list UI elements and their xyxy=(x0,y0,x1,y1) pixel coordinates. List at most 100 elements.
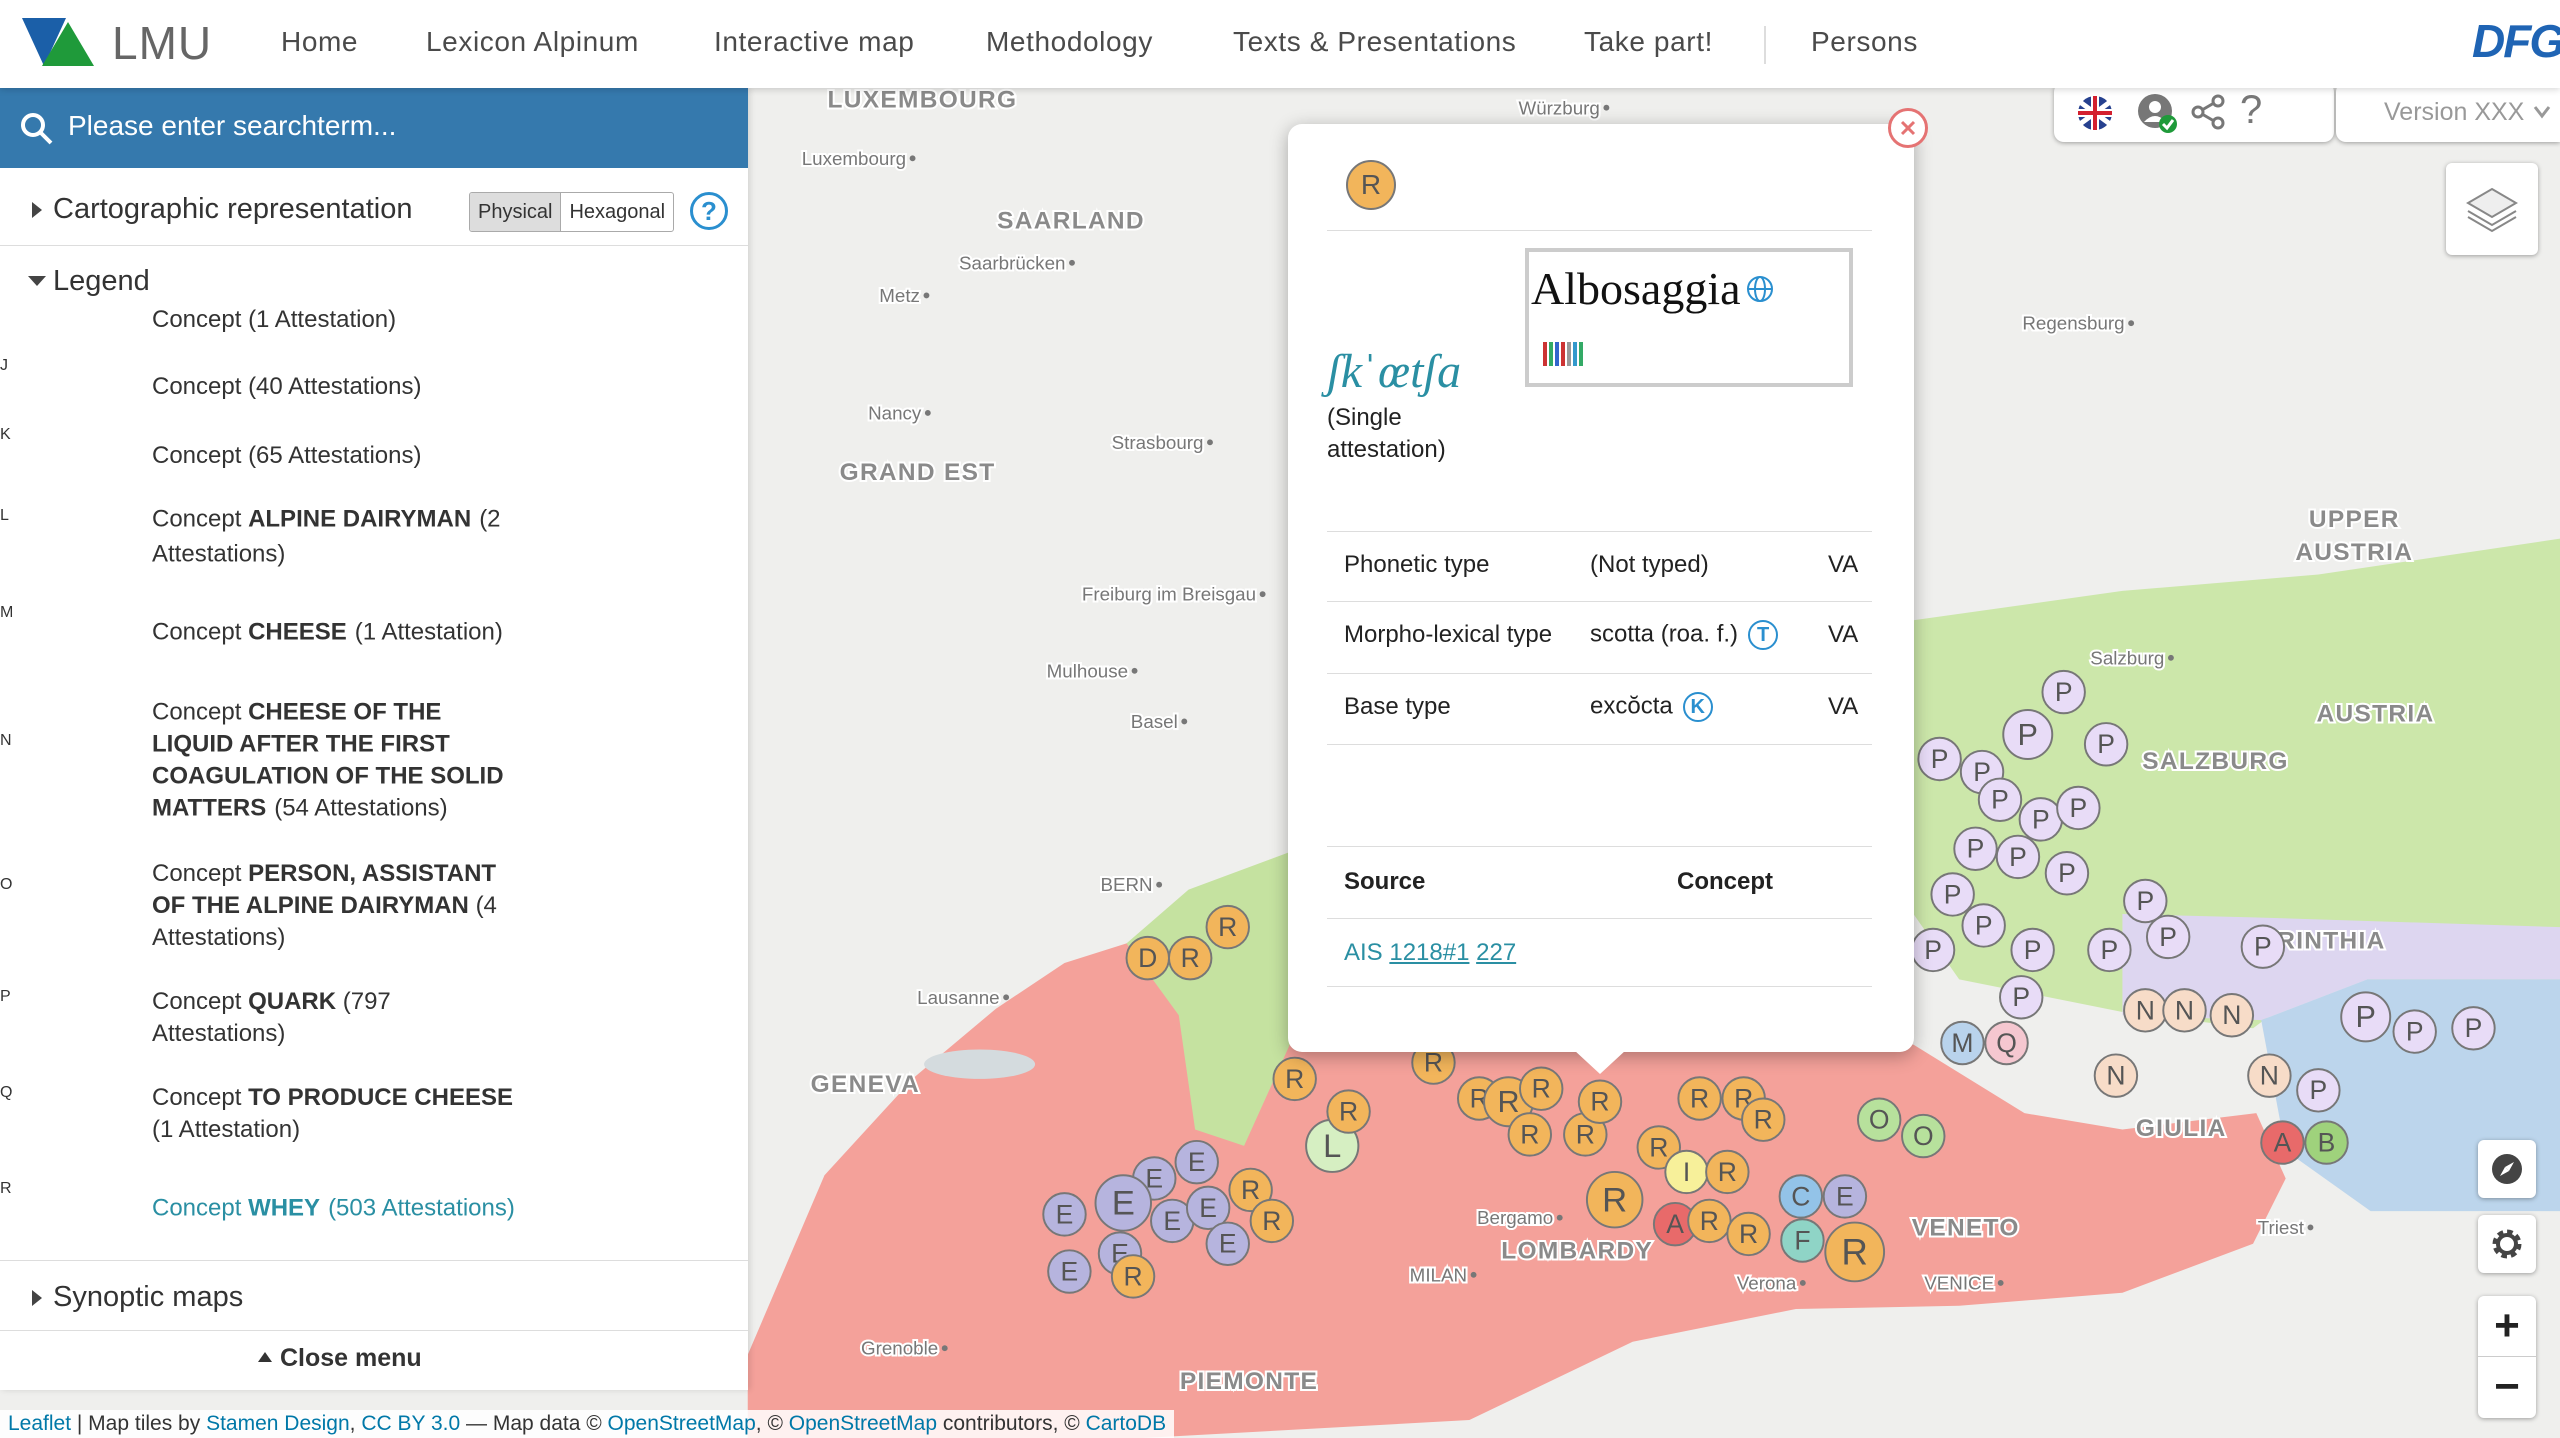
map-marker[interactable]: N xyxy=(2093,1053,2139,1098)
attribution-link[interactable]: Leaflet xyxy=(8,1412,72,1435)
map-marker[interactable]: P xyxy=(1999,975,2044,1020)
map-marker[interactable]: E xyxy=(1822,1174,1868,1219)
map-marker[interactable]: R xyxy=(1705,1149,1750,1195)
map-marker[interactable]: R xyxy=(1272,1056,1317,1102)
zoom-out[interactable]: − xyxy=(2494,1362,2520,1411)
map-marker[interactable]: E xyxy=(1047,1249,1092,1294)
nav-item[interactable]: Home xyxy=(281,26,359,57)
map-marker[interactable]: E xyxy=(1205,1221,1250,1266)
map-marker[interactable]: P xyxy=(1930,872,1975,917)
help-icon[interactable]: ? xyxy=(2240,88,2263,132)
map-marker[interactable]: N xyxy=(2247,1053,2292,1098)
nav-item[interactable]: Lexicon Alpinum xyxy=(426,26,639,57)
map-marker[interactable]: N xyxy=(2162,988,2207,1033)
attribution-link[interactable]: CC BY 3.0 xyxy=(361,1412,461,1435)
map-marker[interactable]: P xyxy=(2296,1068,2341,1113)
map-marker[interactable]: R xyxy=(1741,1097,1786,1142)
type-badge[interactable]: T xyxy=(1748,620,1779,650)
source-link[interactable]: 1218#1 xyxy=(1389,939,1470,966)
map-marker[interactable]: P xyxy=(2340,991,2392,1043)
source-link[interactable]: 227 xyxy=(1476,939,1517,966)
section-title[interactable]: Legend xyxy=(53,265,150,297)
search-bar[interactable]: Please enter searchterm... xyxy=(0,88,748,168)
map-marker[interactable]: P xyxy=(2083,722,2129,767)
map-marker[interactable]: P xyxy=(2145,914,2191,960)
map-marker[interactable]: P xyxy=(1977,777,2023,822)
map-marker[interactable]: F xyxy=(1780,1218,1825,1263)
map-marker[interactable]: R xyxy=(1519,1066,1564,1111)
attribution-link[interactable]: OpenStreetMap xyxy=(607,1412,756,1435)
map-marker[interactable]: P xyxy=(1917,736,1962,782)
map-marker[interactable]: E xyxy=(1174,1139,1219,1185)
map-marker[interactable]: E xyxy=(1150,1198,1195,1244)
map-marker[interactable]: R xyxy=(1110,1254,1156,1299)
map-marker[interactable]: P xyxy=(1953,826,1998,871)
map-marker[interactable]: P xyxy=(2002,709,2054,760)
nav-item[interactable]: Interactive map xyxy=(714,26,915,57)
zoom-in[interactable]: + xyxy=(2478,1296,2536,1357)
map-marker[interactable]: R xyxy=(1507,1112,1552,1157)
mode-button[interactable]: Physical xyxy=(470,193,562,231)
type-badge[interactable]: K xyxy=(1682,692,1713,722)
map-marker[interactable]: D xyxy=(1125,935,1170,981)
version-box[interactable]: Version XXX xyxy=(2336,82,2560,142)
attribution-link[interactable]: CartoDB xyxy=(1085,1412,1167,1435)
map-marker[interactable]: A xyxy=(2260,1120,2305,1165)
dfg-logo[interactable]: DFG xyxy=(2472,15,2560,67)
map-marker[interactable]: R xyxy=(1205,904,1250,950)
logo-text[interactable]: LMU xyxy=(112,17,213,69)
map-marker[interactable]: A xyxy=(1652,1201,1698,1247)
section-title[interactable]: Cartographic representation xyxy=(53,193,413,225)
section-title[interactable]: Synoptic maps xyxy=(53,1281,244,1313)
map-marker[interactable]: P xyxy=(1910,927,1956,973)
map-marker[interactable]: P xyxy=(1961,903,2006,948)
map-marker[interactable]: P xyxy=(2123,878,2168,924)
map-marker[interactable]: R xyxy=(1677,1076,1722,1121)
map-marker[interactable]: M xyxy=(1940,1020,1985,1066)
map-marker[interactable]: E xyxy=(1185,1185,1231,1231)
map-marker[interactable]: B xyxy=(2304,1120,2349,1165)
map-marker[interactable]: O xyxy=(1901,1113,1946,1159)
map-marker[interactable]: P xyxy=(1995,834,2041,880)
map-marker[interactable]: P xyxy=(2240,924,2286,969)
map-marker[interactable]: P xyxy=(2087,927,2132,973)
globe-icon[interactable] xyxy=(1745,274,1775,304)
map-marker[interactable]: R xyxy=(1585,1170,1644,1229)
map-marker[interactable]: O xyxy=(1856,1097,1902,1142)
help-button[interactable]: ? xyxy=(690,192,728,230)
nav-item[interactable]: Texts & Presentations xyxy=(1233,26,1517,57)
nav-item[interactable]: Persons xyxy=(1811,26,1918,57)
map-marker[interactable]: N xyxy=(2209,993,2255,1038)
map-marker[interactable]: P xyxy=(2451,1006,2496,1051)
share-icon[interactable] xyxy=(2190,94,2226,130)
map-marker[interactable]: R xyxy=(1168,935,1213,981)
nav-item[interactable]: Take part! xyxy=(1584,26,1713,57)
map-marker[interactable]: P xyxy=(2010,927,2055,973)
map-marker[interactable]: R xyxy=(1687,1198,1732,1244)
map-marker[interactable]: C xyxy=(1778,1174,1824,1219)
map-marker[interactable]: R xyxy=(1326,1089,1371,1134)
map-marker[interactable]: N xyxy=(2123,988,2168,1033)
map-marker[interactable]: P xyxy=(2018,797,2064,842)
user-icon[interactable] xyxy=(2136,92,2180,136)
map-marker[interactable]: R xyxy=(1577,1079,1623,1124)
map-marker[interactable]: P xyxy=(2041,669,2086,715)
map-marker[interactable]: P xyxy=(2044,851,2090,896)
attribution-link[interactable]: Stamen Design xyxy=(206,1412,350,1435)
locate-button[interactable] xyxy=(2478,1140,2536,1198)
map-marker[interactable]: R xyxy=(1563,1112,1608,1157)
language-flag[interactable] xyxy=(2076,94,2114,132)
map-marker[interactable]: I xyxy=(1664,1149,1709,1195)
layers-button[interactable] xyxy=(2446,163,2538,255)
nav-item[interactable]: Methodology xyxy=(986,26,1153,57)
attribution-link[interactable]: OpenStreetMap xyxy=(788,1412,938,1435)
map-marker[interactable]: Q xyxy=(1984,1020,2029,1066)
settings-button[interactable] xyxy=(2478,1215,2536,1273)
map-marker[interactable]: E xyxy=(1042,1192,1087,1237)
map-marker[interactable]: R xyxy=(1228,1167,1273,1213)
close-popup[interactable] xyxy=(1888,108,1928,148)
map-marker[interactable]: P xyxy=(2056,785,2101,831)
map-marker[interactable]: E xyxy=(1094,1174,1152,1232)
close-menu[interactable]: Close menu xyxy=(280,1344,422,1372)
map-marker[interactable]: P xyxy=(2392,1009,2437,1054)
